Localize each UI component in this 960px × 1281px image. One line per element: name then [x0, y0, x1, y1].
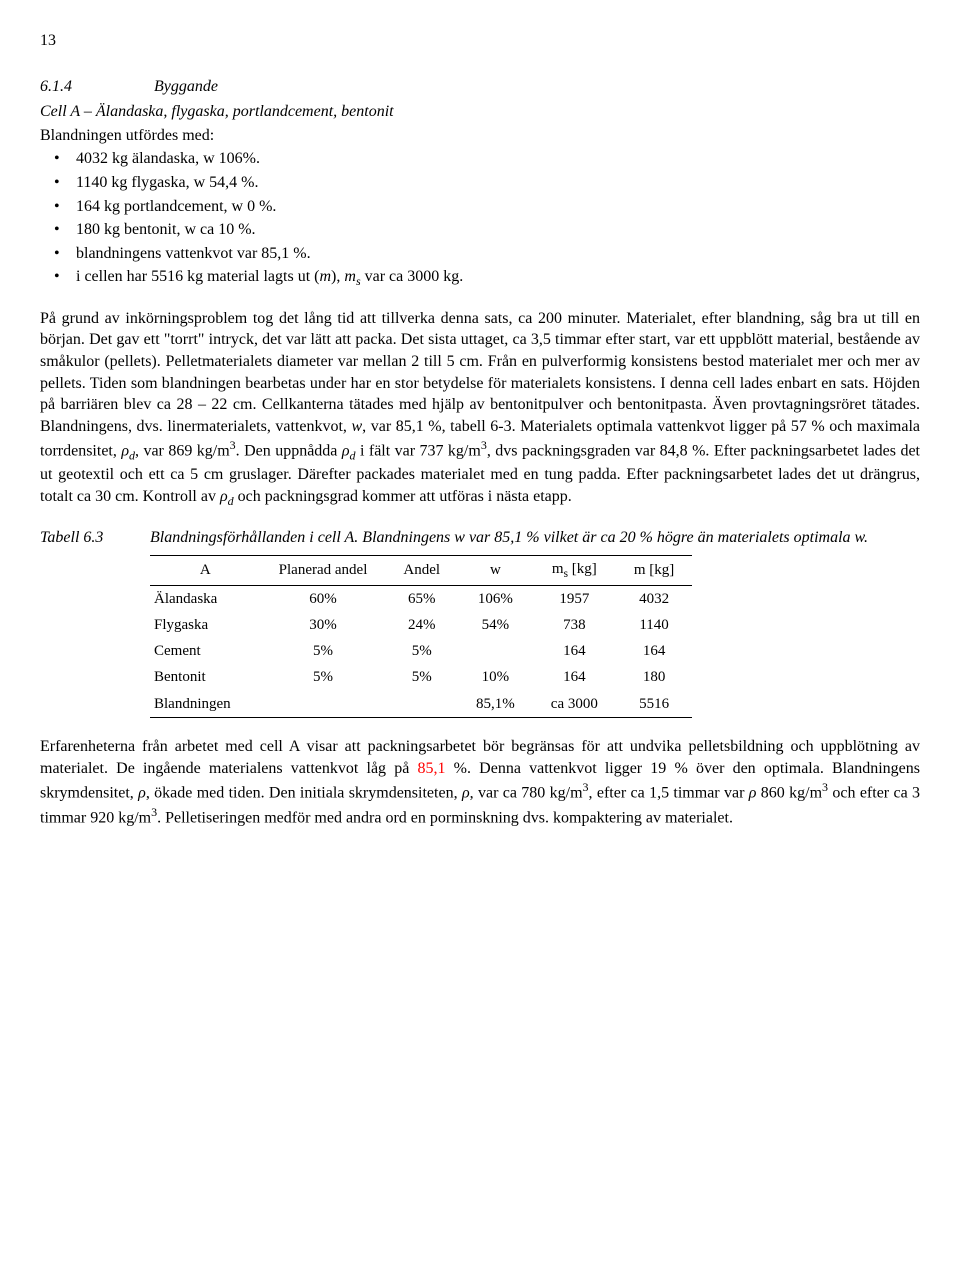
cell: 85,1% — [458, 691, 533, 718]
cell: 1957 — [533, 585, 616, 612]
cell: 1140 — [616, 612, 692, 638]
cell: 5% — [261, 638, 386, 664]
cell: 24% — [385, 612, 458, 638]
text: , var 869 kg/m — [135, 443, 230, 460]
list-item: 1140 kg flygaska, w 54,4 %. — [40, 172, 920, 194]
cell: ca 3000 — [533, 691, 616, 718]
cell: 4032 — [616, 585, 692, 612]
text: [kg] — [568, 561, 597, 577]
text: ), — [331, 268, 344, 285]
table-label: Tabell 6.3 — [40, 527, 150, 549]
table-row: Flygaska 30% 24% 54% 738 1140 — [150, 612, 692, 638]
mixture-table: A Planerad andel Andel w ms [kg] m [kg] … — [150, 555, 692, 718]
body-paragraph-1: På grund av inkörningsproblem tog det lå… — [40, 308, 920, 509]
text: På grund av inkörningsproblem tog det lå… — [40, 310, 920, 435]
var-rho: ρ — [342, 443, 350, 460]
cell: Älandaska — [150, 585, 261, 612]
var-ms: m — [344, 268, 356, 285]
cell — [261, 691, 386, 718]
body-paragraph-2: Erfarenheterna från arbetet med cell A v… — [40, 736, 920, 829]
cell: Cement — [150, 638, 261, 664]
text: . Pelletiseringen medför med andra ord e… — [157, 809, 733, 826]
mixture-list: 4032 kg älandaska, w 106%. 1140 kg flyga… — [40, 148, 920, 289]
list-item: blandningens vattenkvot var 85,1 %. — [40, 243, 920, 265]
var-rho: ρ — [138, 785, 146, 802]
table-header-row: A Planerad andel Andel w ms [kg] m [kg] — [150, 555, 692, 585]
highlighted-value: 85,1 — [418, 760, 446, 777]
cell: 60% — [261, 585, 386, 612]
cell: 5516 — [616, 691, 692, 718]
section-title: Byggande — [154, 78, 218, 95]
var-m: m — [319, 268, 331, 285]
cell: 65% — [385, 585, 458, 612]
cell: 180 — [616, 664, 692, 690]
cell: 10% — [458, 664, 533, 690]
text: 860 kg/m — [756, 785, 822, 802]
cell: Blandningen — [150, 691, 261, 718]
col-header: Planerad andel — [261, 555, 386, 585]
text: , efter ca 1,5 timmar var — [589, 785, 749, 802]
section-number: 6.1.4 — [40, 76, 150, 98]
cell: 164 — [533, 638, 616, 664]
cell: 106% — [458, 585, 533, 612]
col-header: A — [150, 555, 261, 585]
cell: 5% — [385, 638, 458, 664]
list-item: 164 kg portlandcement, w 0 %. — [40, 196, 920, 218]
cell: 5% — [261, 664, 386, 690]
cell: Bentonit — [150, 664, 261, 690]
table-caption-text: Blandningsförhållanden i cell A. Blandni… — [150, 527, 868, 549]
text: och packningsgrad kommer att utföras i n… — [234, 488, 572, 505]
cell: Flygaska — [150, 612, 261, 638]
list-item: 4032 kg älandaska, w 106%. — [40, 148, 920, 170]
text: i fält var 737 kg/m — [356, 443, 481, 460]
text: i cellen har 5516 kg material lagts ut ( — [76, 268, 319, 285]
table-row: Älandaska 60% 65% 106% 1957 4032 — [150, 585, 692, 612]
section-heading: 6.1.4 Byggande — [40, 76, 920, 98]
col-header: Andel — [385, 555, 458, 585]
var-rho: ρ — [462, 785, 470, 802]
list-item: 180 kg bentonit, w ca 10 %. — [40, 219, 920, 241]
col-header: w — [458, 555, 533, 585]
table-row: Blandningen 85,1% ca 3000 5516 — [150, 691, 692, 718]
text: m — [552, 561, 564, 577]
col-header: m [kg] — [616, 555, 692, 585]
cell: 54% — [458, 612, 533, 638]
list-intro: Blandningen utfördes med: — [40, 125, 920, 147]
text: . Den uppnådda — [236, 443, 342, 460]
cell: 30% — [261, 612, 386, 638]
text: var ca 3000 kg. — [361, 268, 464, 285]
table-caption: Tabell 6.3 Blandningsförhållanden i cell… — [40, 527, 920, 549]
col-header: ms [kg] — [533, 555, 616, 585]
table-row: Cement 5% 5% 164 164 — [150, 638, 692, 664]
cell — [385, 691, 458, 718]
cell: 738 — [533, 612, 616, 638]
cell: 5% — [385, 664, 458, 690]
text: , ökade med tiden. Den initiala skrymden… — [146, 785, 462, 802]
subsection-subtitle: Cell A – Älandaska, flygaska, portlandce… — [40, 101, 920, 123]
table-row: Bentonit 5% 5% 10% 164 180 — [150, 664, 692, 690]
page-number: 13 — [40, 30, 920, 52]
var-rho: ρ — [121, 443, 129, 460]
list-item: i cellen har 5516 kg material lagts ut (… — [40, 266, 920, 289]
cell — [458, 638, 533, 664]
text: , var ca 780 kg/m — [470, 785, 583, 802]
cell: 164 — [616, 638, 692, 664]
var-w: w — [352, 418, 363, 435]
var-rho: ρ — [220, 488, 228, 505]
cell: 164 — [533, 664, 616, 690]
